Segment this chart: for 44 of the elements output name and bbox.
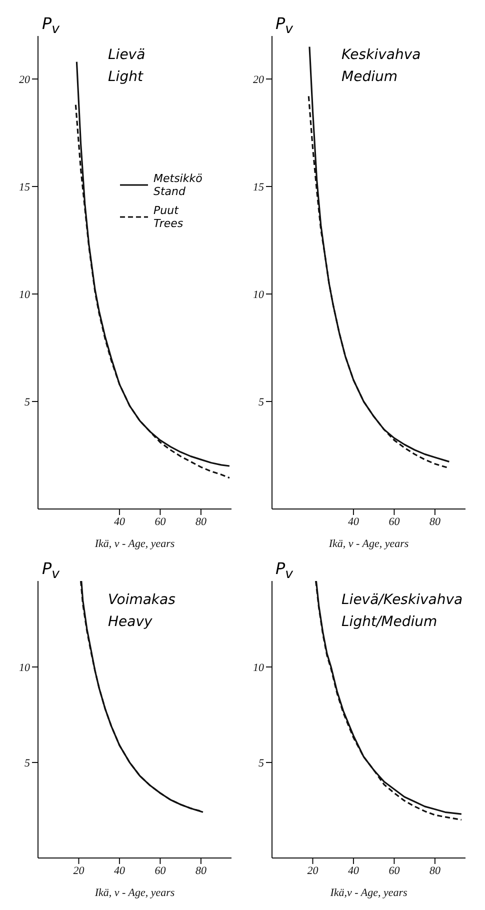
x-axis-title: Ikä, v - Age, years (94, 887, 175, 899)
x-axis-title: Ikä,v - Age, years (328, 887, 407, 899)
text: Voimakas (108, 591, 176, 610)
y-tick-label: 20 (19, 74, 30, 86)
x-tick-label: 20 (306, 864, 318, 877)
x-tick-label: 60 (388, 864, 400, 877)
x-tick-label: 40 (114, 864, 126, 877)
text: Keskivahva (342, 46, 421, 65)
y-tick-label: 10 (19, 662, 30, 674)
text: Light/Medium (342, 613, 438, 632)
x-tick-label: 80 (428, 864, 440, 877)
text: Heavy (108, 613, 154, 632)
y-axis-title: P$_{v}$ (276, 14, 294, 38)
y-axis-title: P$_{v}$ (42, 14, 60, 38)
y-tick-label: 5 (258, 396, 264, 408)
y-tick-label: 15 (19, 181, 30, 194)
y-tick-label: 5 (24, 757, 30, 770)
legend-label: Metsikkö Stand (154, 172, 202, 198)
x-tick-label: 60 (388, 516, 400, 528)
x-tick-label: 60 (154, 516, 166, 528)
y-tick-label: 10 (252, 288, 264, 301)
x-tick-label: 40 (347, 516, 359, 528)
y-tick-label: 5 (258, 757, 264, 770)
text: Medium (342, 68, 398, 87)
text: Lievä/Keskivahva (342, 591, 463, 610)
text: Lievä (108, 46, 146, 65)
x-tick-label: 40 (347, 864, 359, 877)
legend-label: Puut Trees (154, 204, 184, 230)
x-tick-label: 80 (428, 516, 440, 528)
y-tick-label: 10 (252, 662, 264, 674)
x-axis-title: Ikä, v - Age, years (94, 538, 175, 550)
y-tick-label: 10 (19, 288, 30, 301)
y-tick-label: 15 (252, 181, 264, 194)
y-tick-label: 20 (252, 74, 264, 86)
x-tick-label: 60 (154, 864, 166, 877)
x-tick-label: 40 (114, 516, 126, 528)
y-axis-title: P$_{v}$ (42, 559, 60, 582)
y-tick-label: 5 (24, 396, 30, 408)
y-axis-title: P$_{v}$ (276, 559, 294, 582)
text: Light (108, 68, 144, 87)
x-tick-label: 80 (195, 864, 207, 877)
x-axis-title: Ikä, v - Age, years (327, 538, 408, 550)
x-tick-label: 80 (195, 516, 207, 528)
x-tick-label: 20 (73, 864, 85, 877)
